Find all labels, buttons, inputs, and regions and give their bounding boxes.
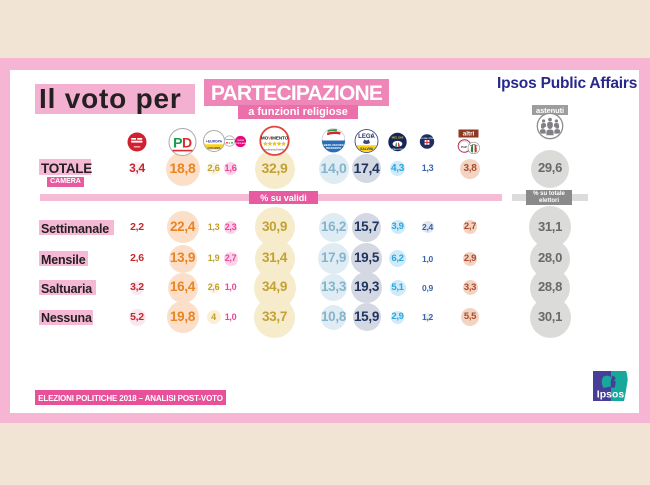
svg-text:PaP: PaP [461, 145, 467, 149]
svg-text:BERLUSCONI: BERLUSCONI [324, 143, 344, 147]
svg-text:PRESIDENTE: PRESIDENTE [326, 147, 342, 150]
svg-text:D: D [182, 135, 192, 151]
svg-text:movimento5stelle.it: movimento5stelle.it [263, 148, 287, 151]
svg-text:MOVIMENTO: MOVIMENTO [261, 136, 289, 141]
svg-text:P: P [173, 135, 182, 151]
svg-text:FRATELLI D'ITALIA: FRATELLI D'ITALIA [389, 148, 406, 151]
svg-text:CIVICA: CIVICA [237, 139, 244, 142]
svg-text:POPOLARE: POPOLARE [235, 142, 247, 145]
svg-text:SALVINI: SALVINI [360, 147, 373, 151]
svg-text:CON EMMA: CON EMMA [208, 147, 221, 150]
svg-text:insieme: insieme [225, 139, 234, 141]
svg-text:+EUROPA: +EUROPA [206, 139, 223, 143]
svg-text:LEGA: LEGA [358, 134, 375, 140]
svg-text:MELONI: MELONI [392, 135, 404, 139]
svg-text:NOI CON L'ITALIA: NOI CON L'ITALIA [418, 137, 437, 140]
svg-text:Ipsos: Ipsos [597, 389, 625, 401]
svg-text:altri: altri [463, 131, 475, 138]
